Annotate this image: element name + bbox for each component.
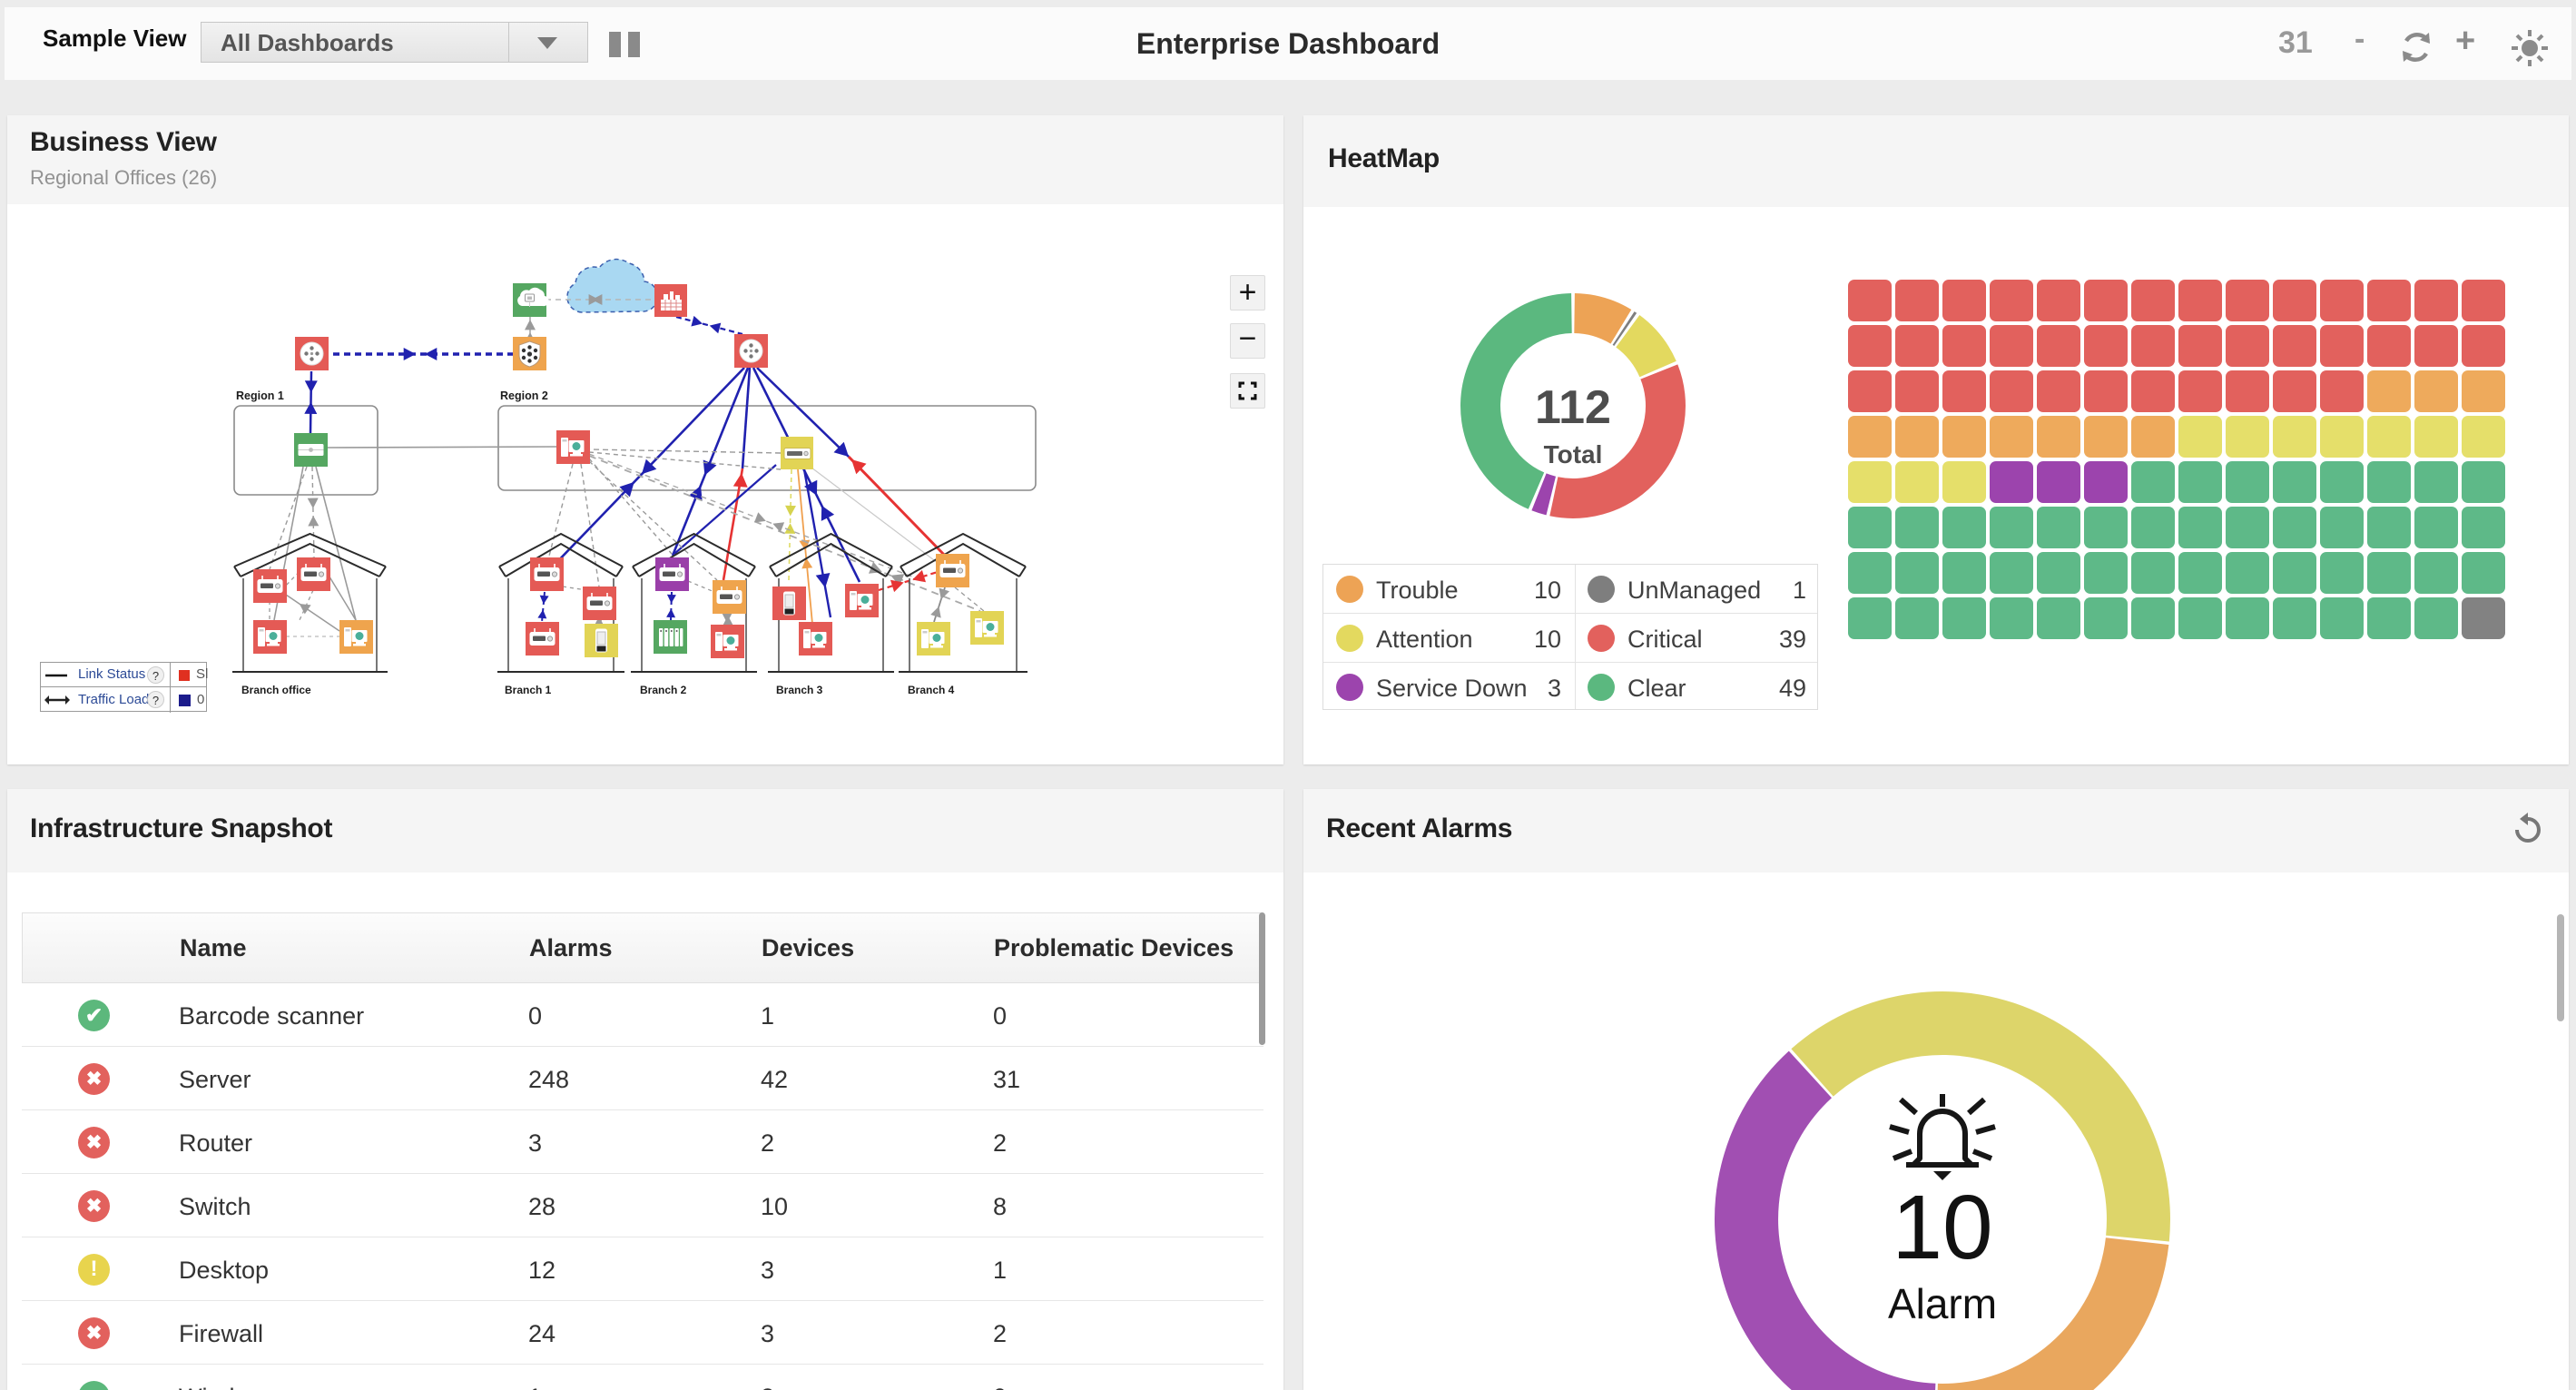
svg-text:Total: Total	[1544, 440, 1603, 468]
svg-text:Branch 4: Branch 4	[908, 684, 955, 696]
svg-text:Branch 1: Branch 1	[505, 684, 552, 696]
svg-text:Region 2: Region 2	[500, 389, 548, 402]
svg-text:Region 1: Region 1	[236, 389, 284, 402]
svg-text:Branch 2: Branch 2	[640, 684, 687, 696]
svg-text:Branch office: Branch office	[241, 684, 311, 696]
svg-text:10: 10	[1892, 1177, 1992, 1278]
svg-text:Branch 3: Branch 3	[776, 684, 823, 696]
svg-text:Alarm: Alarm	[1888, 1280, 1997, 1327]
svg-text:112: 112	[1535, 381, 1611, 434]
